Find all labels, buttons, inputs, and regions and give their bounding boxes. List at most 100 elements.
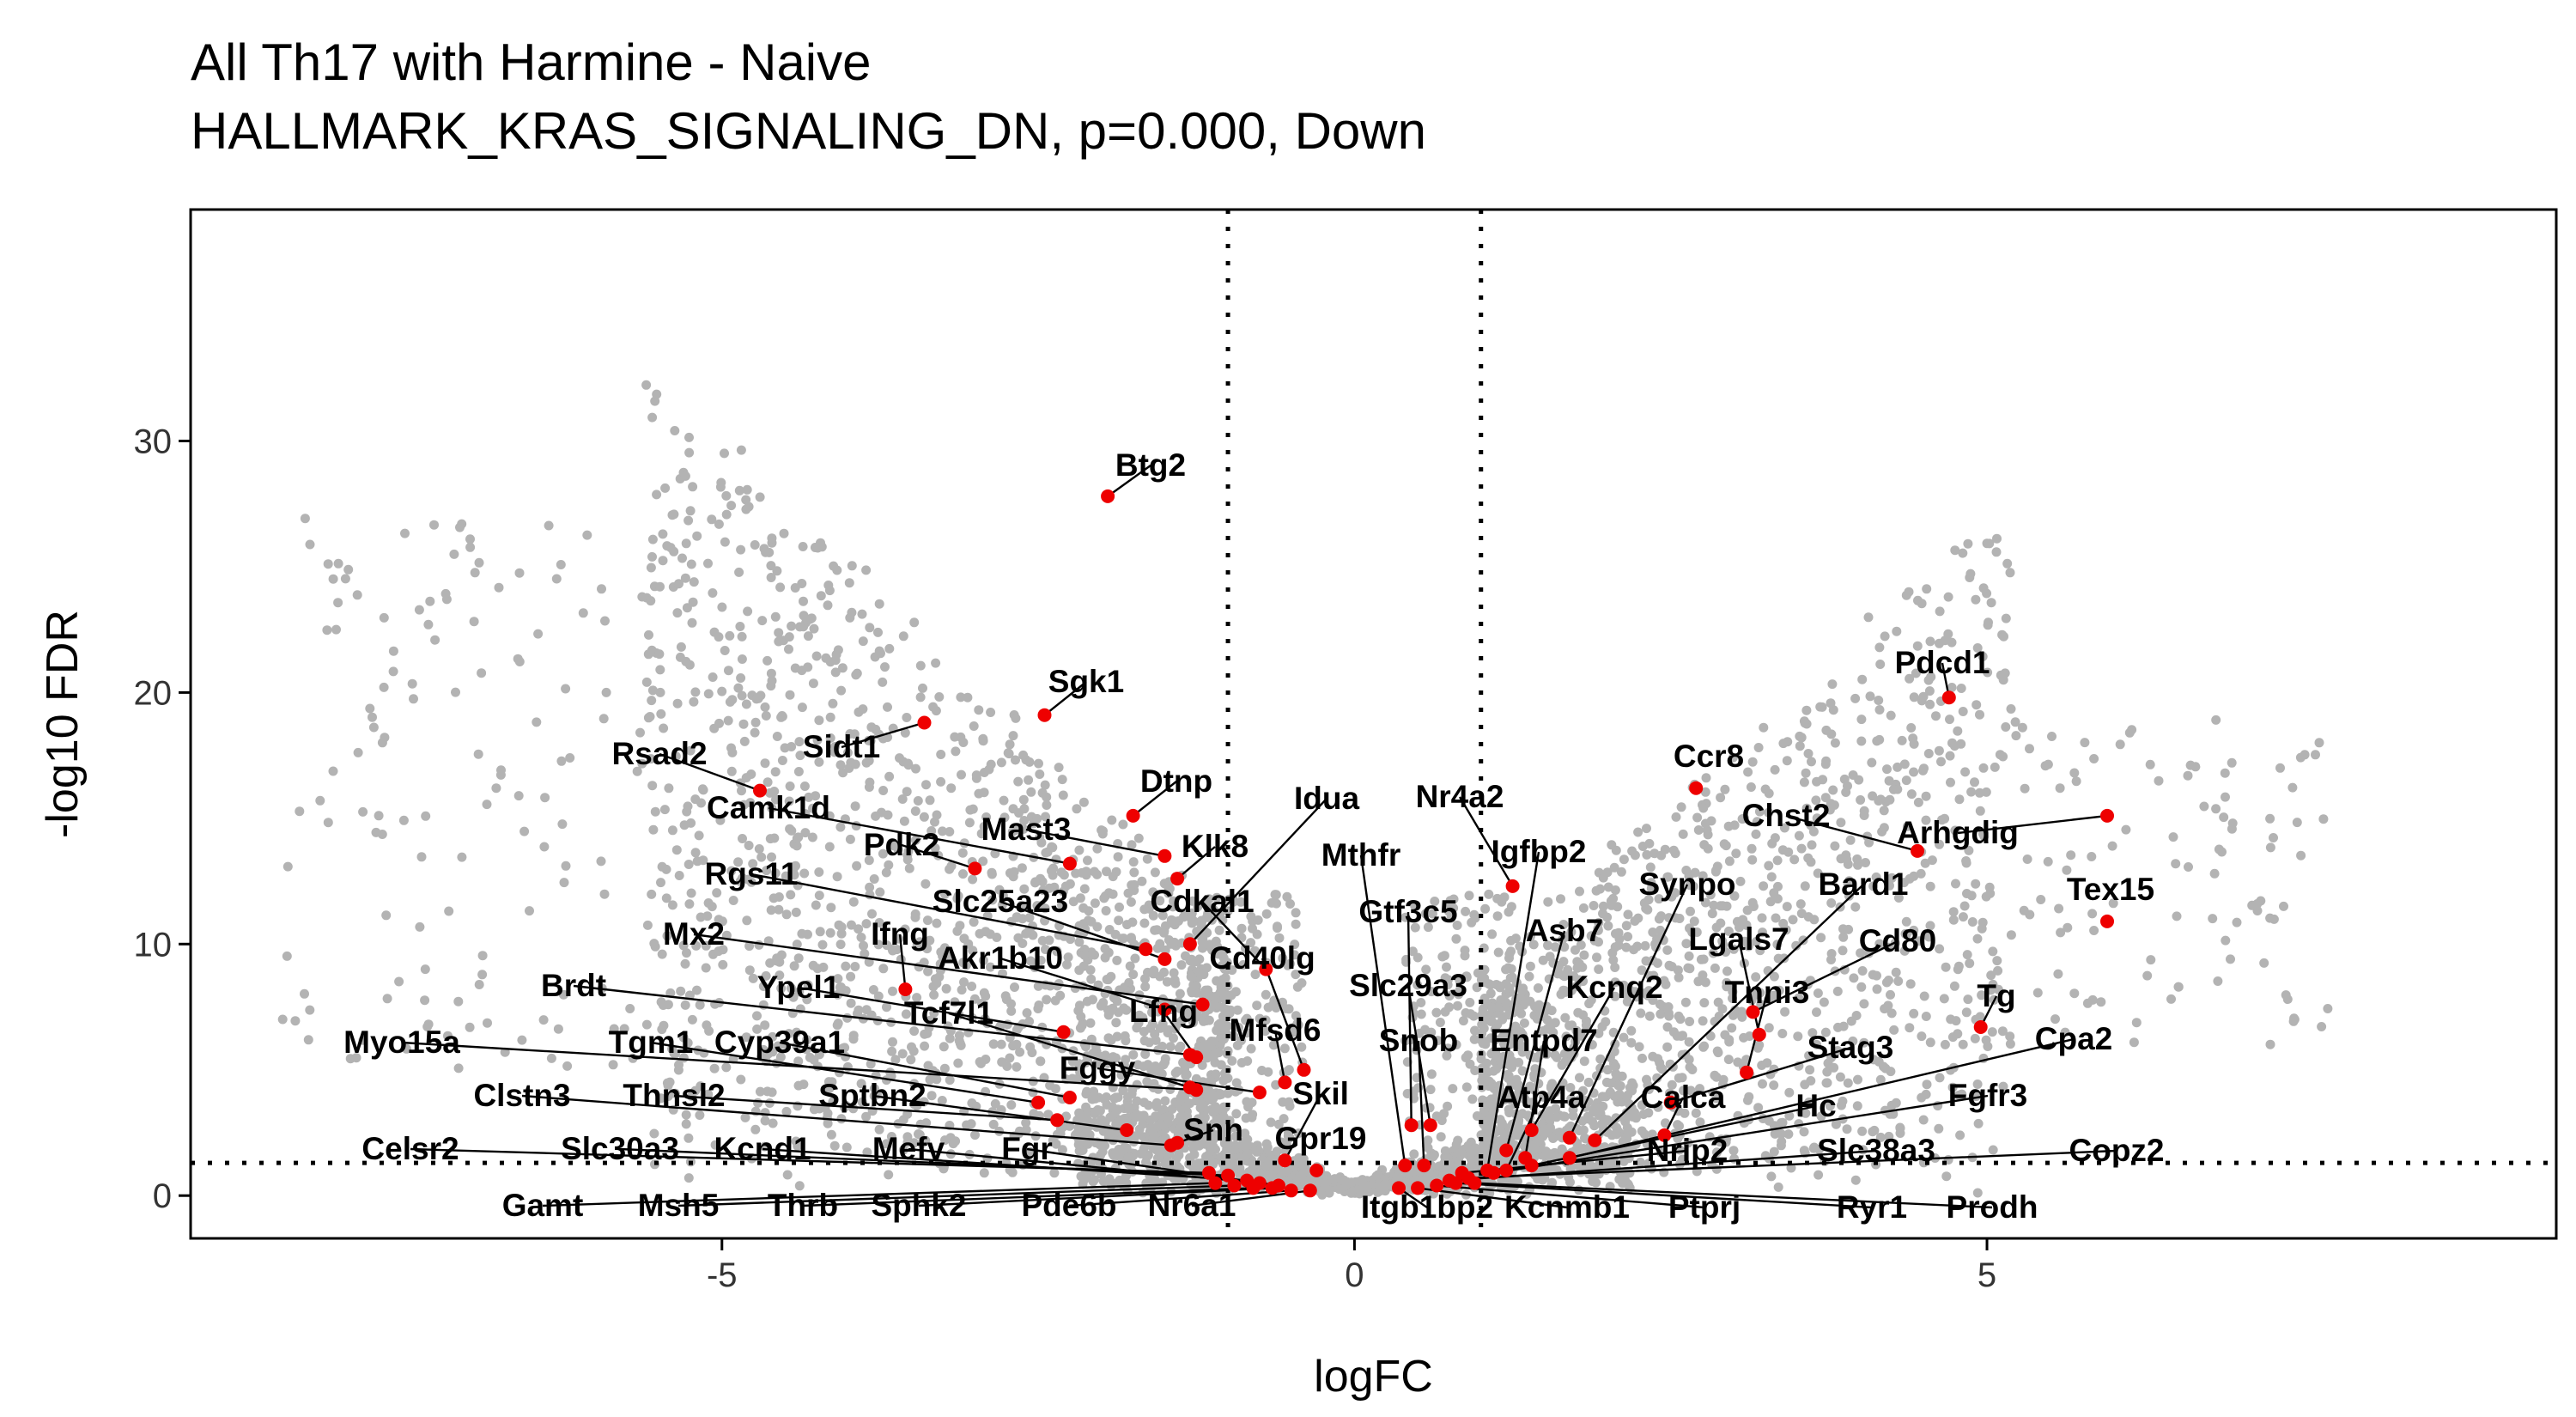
gene-label: Tnni3 [1725, 975, 1810, 1010]
highlight-point [1246, 1181, 1261, 1195]
background-point [1108, 872, 1118, 882]
gene-label: Gtf3c5 [1358, 894, 1457, 929]
background-point [1695, 1084, 1704, 1094]
background-point [1621, 942, 1631, 952]
background-point [1830, 738, 1840, 748]
background-point [737, 786, 746, 796]
background-point [997, 1057, 1007, 1067]
background-point [809, 623, 819, 634]
background-point [609, 1024, 619, 1034]
background-point [799, 596, 808, 606]
background-point [999, 795, 1009, 806]
background-point [781, 871, 791, 881]
gene-label: Kcnmb1 [1504, 1189, 1630, 1225]
background-point [1863, 612, 1874, 623]
background-point [1470, 913, 1480, 923]
gene-label: Ifng [871, 916, 929, 952]
background-point [1872, 970, 1881, 981]
background-point [939, 1042, 949, 1052]
gene-label: Ccr8 [1674, 739, 1744, 774]
background-point [1924, 686, 1935, 696]
background-point [1623, 1090, 1633, 1100]
background-point [1919, 763, 1929, 774]
background-point [791, 907, 801, 917]
background-point [1652, 1073, 1662, 1083]
background-point [968, 804, 978, 814]
background-point [685, 506, 696, 516]
background-point [715, 815, 726, 825]
background-point [754, 844, 764, 854]
background-point [1506, 902, 1516, 912]
background-point [1723, 926, 1734, 936]
background-point [1905, 979, 1916, 989]
background-point [1115, 902, 1124, 912]
background-point [556, 756, 567, 766]
background-point [1782, 902, 1792, 912]
background-point [656, 878, 665, 888]
background-point [683, 1133, 694, 1143]
background-point [1024, 775, 1034, 785]
background-point [1758, 927, 1767, 938]
background-point [1886, 710, 1896, 721]
background-point [1087, 1094, 1097, 1104]
background-point [2208, 914, 2218, 924]
background-point [734, 485, 744, 496]
background-point [883, 810, 893, 820]
x-tick-label: 0 [1345, 1256, 1364, 1294]
background-point [867, 909, 877, 919]
gene-label: Mx2 [663, 916, 725, 952]
background-point [681, 1119, 691, 1129]
background-point [1008, 804, 1018, 814]
background-point [1127, 880, 1137, 891]
background-point [2232, 917, 2242, 927]
background-point [1965, 569, 1976, 579]
background-point [2314, 738, 2324, 748]
background-point [785, 824, 795, 834]
background-point [331, 624, 341, 635]
background-point [945, 864, 955, 874]
background-point [1036, 901, 1047, 911]
background-point [744, 965, 755, 976]
highlight-point [1303, 1183, 1317, 1198]
background-point [1586, 995, 1596, 1005]
highlight-point [1486, 1165, 1501, 1180]
background-point [2265, 1039, 2275, 1049]
background-point [1501, 998, 1511, 1008]
background-point [2259, 958, 2269, 968]
background-point [1579, 950, 1589, 960]
background-point [1731, 848, 1741, 859]
background-point [1465, 1059, 1475, 1069]
background-point [784, 632, 794, 642]
background-point [632, 766, 642, 776]
background-point [1163, 1028, 1173, 1037]
background-point [768, 1118, 778, 1128]
background-point [1611, 928, 1620, 939]
background-point [680, 1000, 690, 1010]
background-point [767, 533, 777, 544]
background-point [687, 1014, 697, 1025]
background-point [1801, 768, 1811, 778]
background-point [1901, 775, 1911, 786]
background-point [1243, 1102, 1254, 1112]
background-point [1033, 1004, 1043, 1013]
background-point [1081, 1102, 1091, 1112]
background-point [771, 794, 781, 805]
background-point [453, 1063, 464, 1073]
background-point [345, 1054, 355, 1064]
background-point [1945, 715, 1954, 725]
background-point [1961, 858, 1971, 868]
background-point [660, 483, 671, 493]
gene-label: Mast3 [981, 812, 1072, 847]
background-point [1662, 1042, 1673, 1052]
background-point [420, 995, 430, 1006]
background-point [760, 758, 770, 769]
background-point [1724, 1037, 1735, 1047]
background-point [1005, 1053, 1015, 1063]
background-point [1519, 1018, 1529, 1028]
background-point [1363, 1181, 1373, 1191]
background-point [1095, 1105, 1105, 1116]
background-point [672, 608, 683, 618]
background-point [714, 915, 724, 925]
background-point [557, 819, 568, 830]
x-tick-label: 5 [1978, 1256, 1996, 1294]
